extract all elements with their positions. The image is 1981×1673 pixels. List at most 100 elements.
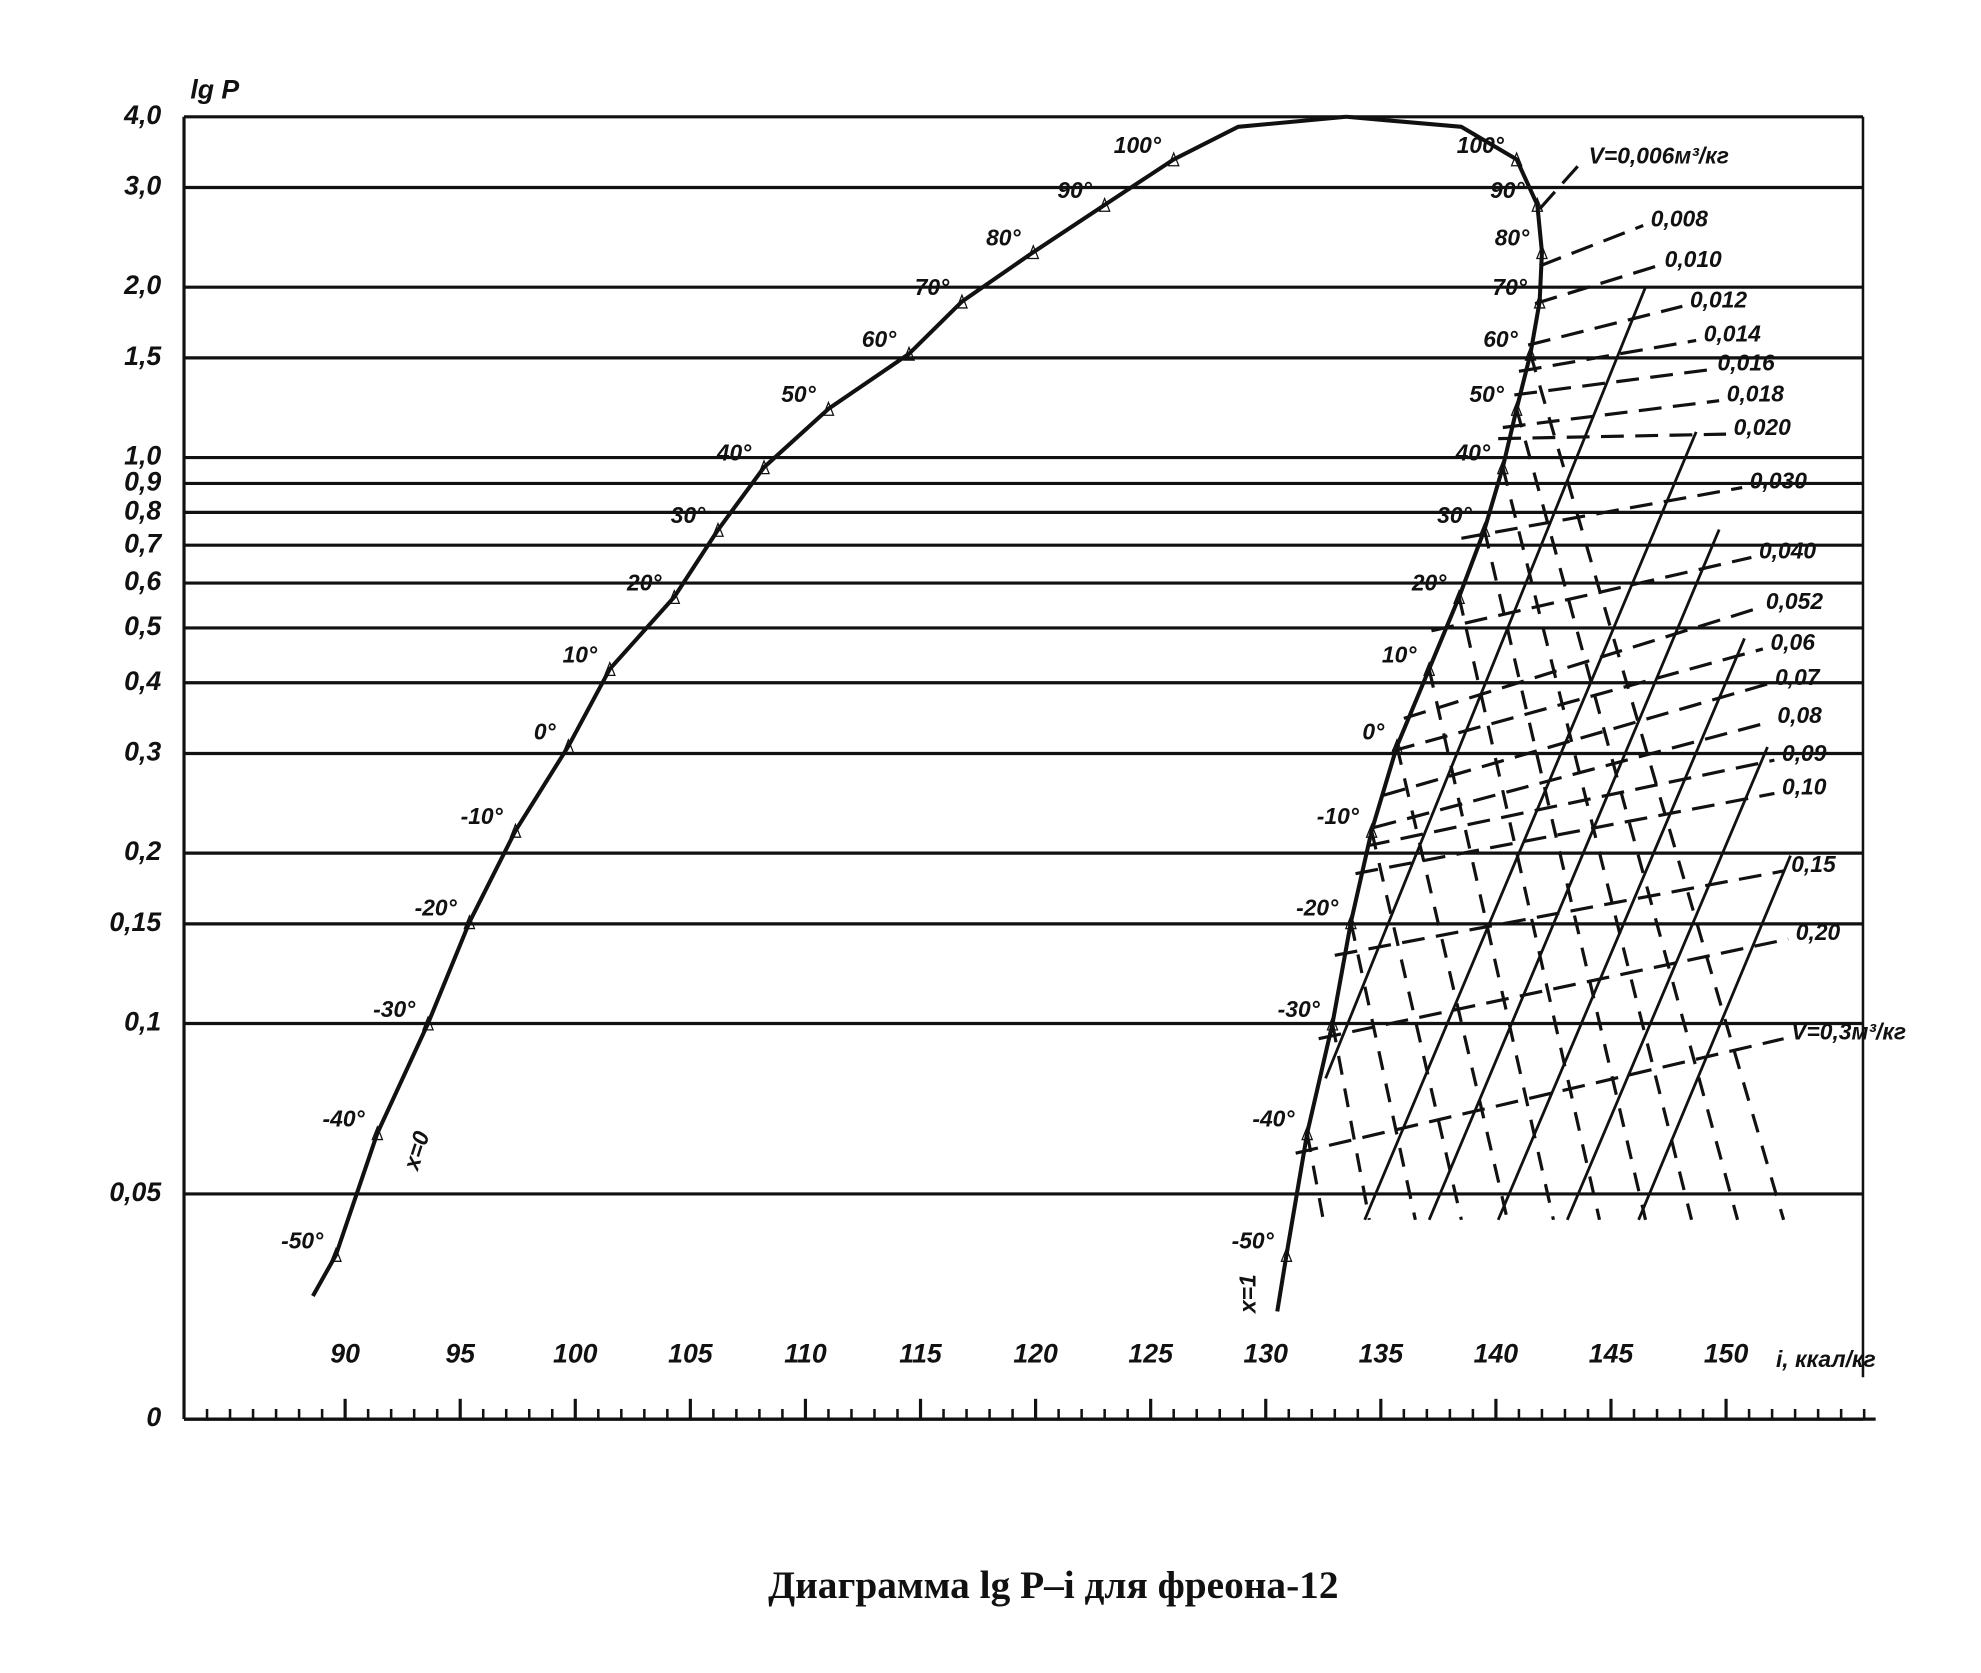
temperature-label: 70° bbox=[1492, 274, 1527, 300]
curve-marker bbox=[1531, 196, 1544, 212]
isochore bbox=[1431, 555, 1752, 633]
isochore bbox=[1518, 338, 1697, 373]
isotherm bbox=[1457, 596, 1602, 1221]
temperature-label: 40° bbox=[716, 440, 752, 466]
isochore bbox=[1498, 432, 1727, 441]
curve-marker bbox=[562, 738, 575, 754]
temperature-label: 80° bbox=[1495, 225, 1530, 251]
temperature-label: -20° bbox=[1296, 895, 1339, 921]
curve-marker bbox=[822, 400, 835, 416]
isochore bbox=[1334, 869, 1784, 957]
x-tick-label: 95 bbox=[445, 1339, 476, 1369]
temperature-label: 70° bbox=[915, 274, 950, 300]
y-tick-label: 0,5 bbox=[124, 611, 162, 641]
x-tick-label: 150 bbox=[1704, 1339, 1749, 1369]
temperature-label: -40° bbox=[323, 1106, 366, 1132]
saturation-line bbox=[311, 114, 1347, 1298]
isentrope bbox=[1496, 637, 1746, 1221]
curve-marker bbox=[603, 660, 616, 677]
curve-marker bbox=[1453, 588, 1466, 604]
temperature-label: 60° bbox=[1483, 326, 1518, 352]
y-tick-label: 1,5 bbox=[124, 341, 162, 371]
isochore-label: 0,010 bbox=[1665, 246, 1722, 272]
curve-marker bbox=[1301, 1125, 1314, 1141]
isochore bbox=[1527, 304, 1683, 347]
curve-marker bbox=[1533, 293, 1546, 309]
y-tick-label: 3,0 bbox=[124, 171, 161, 201]
temperature-label: -50° bbox=[1232, 1227, 1275, 1253]
isentrope bbox=[1637, 855, 1792, 1221]
x-tick-label: 105 bbox=[668, 1339, 714, 1369]
isentrope bbox=[1565, 746, 1769, 1221]
y-tick-label: 0,6 bbox=[124, 566, 161, 596]
curve-marker bbox=[421, 1015, 434, 1031]
curve-marker bbox=[1535, 244, 1548, 260]
y-tick-label: 0,4 bbox=[124, 666, 161, 696]
x-tick-label: 130 bbox=[1244, 1339, 1289, 1369]
y-tick-label: 2,0 bbox=[123, 270, 161, 300]
curve-marker bbox=[1510, 151, 1523, 167]
curve-marker bbox=[668, 588, 681, 604]
temperature-label: -10° bbox=[1317, 803, 1360, 829]
x-tick-label: 90 bbox=[330, 1339, 360, 1369]
isentrope bbox=[1363, 431, 1698, 1221]
temperature-label: -10° bbox=[461, 803, 504, 829]
temperature-label: -40° bbox=[1252, 1106, 1295, 1132]
temperature-label: 40° bbox=[1455, 440, 1491, 466]
temperature-label: 30° bbox=[671, 502, 706, 528]
isochore-label: 0,07 bbox=[1775, 664, 1821, 690]
x-tick-label: 135 bbox=[1359, 1339, 1405, 1369]
isochore-label: 0,08 bbox=[1777, 702, 1822, 728]
temperature-label: -30° bbox=[1278, 996, 1321, 1022]
y-axis-label: lg P bbox=[190, 74, 239, 104]
isotherm bbox=[1305, 1132, 1325, 1221]
isochore-label: 0,016 bbox=[1718, 350, 1775, 376]
x-tick-label: 140 bbox=[1474, 1339, 1519, 1369]
x-tick-label: 100 bbox=[553, 1339, 598, 1369]
temperature-label: -30° bbox=[373, 996, 416, 1022]
isochore-label: 0,06 bbox=[1771, 629, 1816, 655]
isochore bbox=[1539, 224, 1644, 268]
curve-marker bbox=[1478, 521, 1491, 537]
temperature-label: -20° bbox=[415, 895, 458, 921]
curve-marker bbox=[1280, 1246, 1293, 1262]
x-tick-label: 120 bbox=[1013, 1339, 1058, 1369]
isochore-label: 0,008 bbox=[1651, 205, 1708, 231]
isochore-label: V=0,006м³/кг bbox=[1589, 143, 1729, 169]
curve-marker bbox=[463, 914, 476, 930]
curve-marker bbox=[757, 459, 771, 475]
curve-marker bbox=[1326, 1015, 1339, 1031]
curve-marker bbox=[955, 293, 968, 309]
isochore-label: 0,15 bbox=[1791, 851, 1836, 877]
temperature-label: 80° bbox=[986, 225, 1021, 251]
y-tick-label: 0,1 bbox=[124, 1007, 161, 1037]
curve-marker bbox=[1365, 822, 1378, 838]
curve-marker bbox=[1524, 345, 1537, 361]
temperature-label: 20° bbox=[626, 569, 662, 595]
isochore bbox=[1403, 606, 1759, 720]
y-tick-label: 0,9 bbox=[124, 466, 161, 496]
temperature-label: -50° bbox=[281, 1227, 324, 1253]
x-axis-label: i, ккал/кг bbox=[1776, 1346, 1876, 1372]
y-tick-label: 0,2 bbox=[124, 836, 161, 866]
isochore-label: 0,10 bbox=[1782, 773, 1827, 799]
y-tick-label: 0,3 bbox=[124, 737, 161, 767]
curve-marker bbox=[329, 1246, 342, 1262]
temperature-label: 50° bbox=[1469, 381, 1504, 407]
y-tick-label: 0,8 bbox=[124, 495, 161, 525]
saturation-line bbox=[1275, 114, 1544, 1312]
temperature-label: 30° bbox=[1437, 502, 1472, 528]
temperature-label: 90° bbox=[1490, 177, 1525, 203]
curve-marker bbox=[1390, 738, 1403, 754]
temperature-label: 10° bbox=[1382, 641, 1417, 667]
isochore bbox=[1391, 647, 1764, 753]
isochore bbox=[1295, 1037, 1784, 1155]
isotherm bbox=[1395, 745, 1509, 1221]
isotherm bbox=[1528, 353, 1786, 1221]
isotherm bbox=[1349, 921, 1417, 1221]
curve-marker bbox=[711, 521, 724, 537]
isochore bbox=[1318, 937, 1789, 1041]
curve-marker bbox=[1344, 914, 1357, 930]
x-tick-label: 110 bbox=[784, 1339, 827, 1369]
